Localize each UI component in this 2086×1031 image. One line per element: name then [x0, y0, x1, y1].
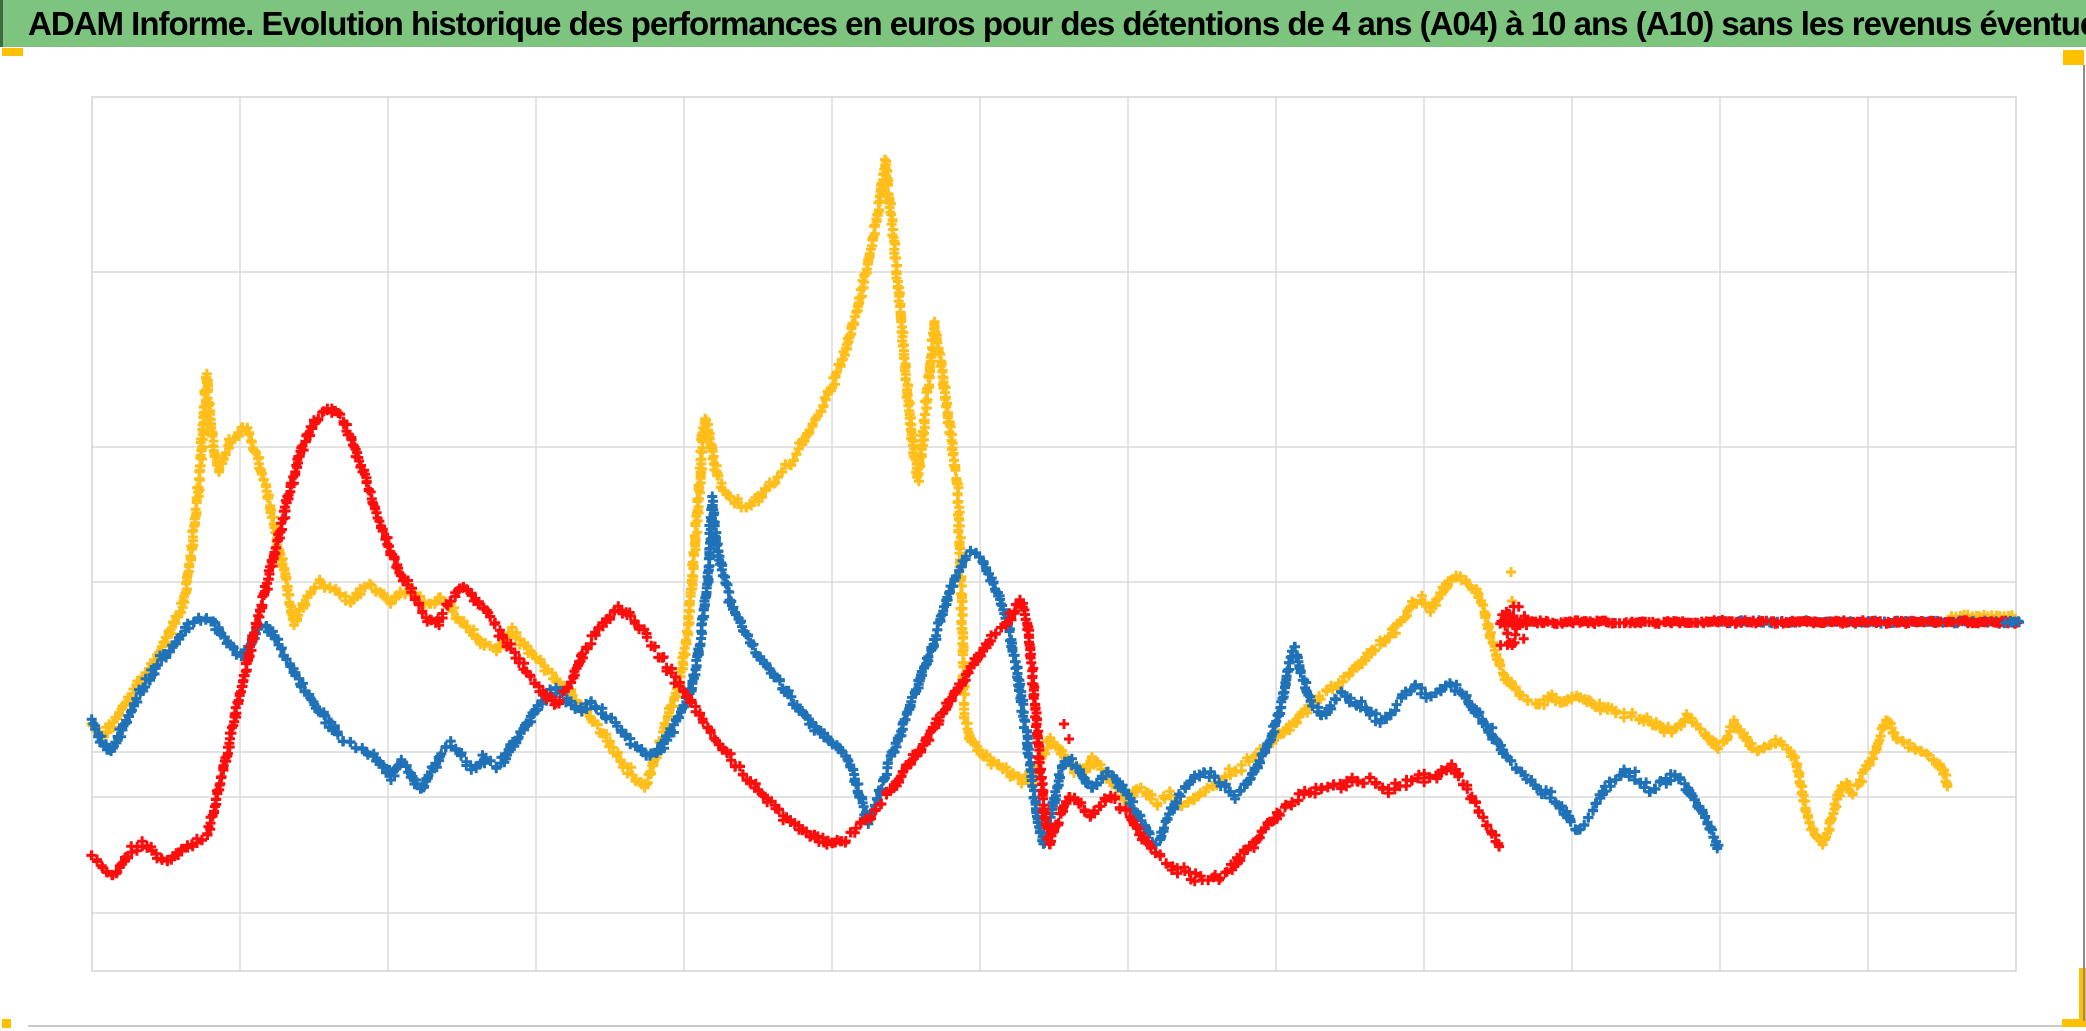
- selection-handle-bottom-left[interactable]: [2, 1019, 11, 1028]
- plot-border: [91, 96, 2017, 972]
- series-yellow: [86, 154, 1953, 850]
- selection-handle-top-left[interactable]: [2, 48, 23, 56]
- chart-object[interactable]: [0, 50, 2086, 1031]
- window-edge-bottom: [28, 1025, 2062, 1027]
- selection-handle-bottom-right-horizontal[interactable]: [2062, 1019, 2086, 1027]
- selection-handle-bottom-right-vertical[interactable]: [2079, 968, 2086, 1027]
- flat-blue-tail: [2000, 616, 2024, 628]
- flat-red: [1495, 614, 2022, 629]
- series-red: [86, 403, 1505, 887]
- selection-handle-top-right[interactable]: [2063, 50, 2084, 65]
- page-title: ADAM Informe. Evolution historique des p…: [28, 4, 2086, 42]
- title-bar-left-sliver: [0, 0, 3, 47]
- series-blue: [86, 491, 1724, 854]
- title-bar: ADAM Informe. Evolution historique des p…: [0, 0, 2086, 47]
- window-edge-right: [2083, 65, 2085, 1021]
